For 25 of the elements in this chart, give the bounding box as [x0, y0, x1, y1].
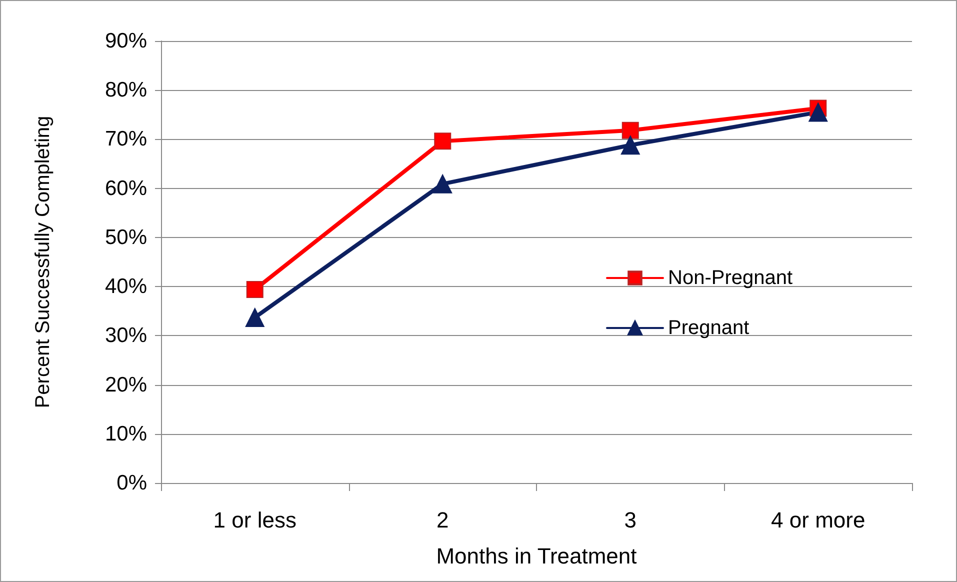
point: [622, 122, 639, 139]
point: [433, 174, 452, 194]
y-tick-label: 70%: [104, 128, 147, 151]
legend-label: Pregnant: [668, 317, 750, 339]
y-tick-label: 40%: [104, 275, 147, 298]
point: [620, 136, 640, 155]
point: [246, 281, 264, 298]
x-tick-label: 2: [436, 508, 449, 532]
y-axis-title: Percent Successfully Completing: [32, 116, 54, 408]
y-tick-label: 10%: [104, 422, 147, 446]
y-tick-label: 20%: [104, 373, 147, 396]
point: [434, 132, 452, 150]
x-tick-label: 4 or more: [771, 508, 866, 532]
x-tick-label: 1 or less: [213, 508, 296, 532]
x-axis-title: Months in Treatment: [436, 544, 637, 568]
y-tick-label: 90%: [104, 30, 147, 52]
legend-label: Non-Pregnant: [668, 267, 793, 289]
y-tick-label: 60%: [104, 176, 147, 200]
y-tick-label: 0%: [116, 472, 147, 494]
x-tick-label: 3: [624, 508, 636, 532]
y-tick-label: 50%: [104, 226, 147, 249]
y-tick-label: 30%: [104, 324, 147, 348]
point: [245, 308, 264, 327]
point: [808, 102, 828, 122]
y-tick-label: 80%: [104, 78, 147, 102]
